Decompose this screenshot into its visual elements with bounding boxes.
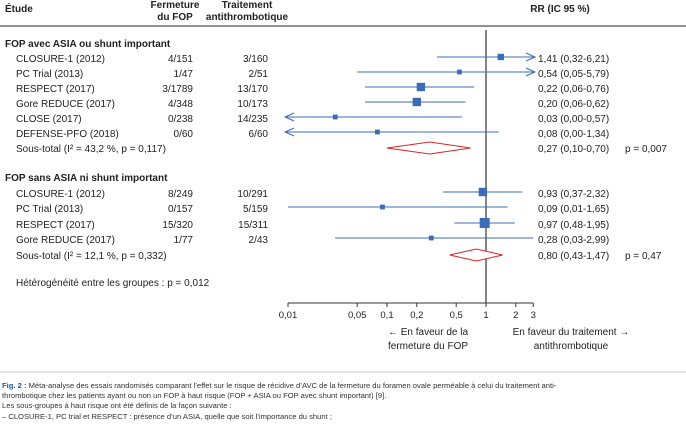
figure-caption: Fig. 2 : Méta-analyse des essais randomi… bbox=[2, 381, 686, 422]
study-name: DEFENSE-PFO (2018) bbox=[16, 129, 119, 140]
study-name: CLOSE (2017) bbox=[16, 114, 82, 125]
study-name: Gore REDUCE (2017) bbox=[16, 99, 115, 110]
caption-figure-label: Fig. 2 : bbox=[2, 381, 27, 390]
study-name: Gore REDUCE (2017) bbox=[16, 235, 115, 246]
study-treat: 14/235 bbox=[237, 114, 268, 125]
heterogeneity-text: Hétérogénéité entre les groupes : p = 0,… bbox=[16, 278, 210, 289]
subtotal-label: Sous-total (I² = 12,1 %, p = 0,332) bbox=[16, 251, 167, 262]
study-ci-text: 0,22 (0,06-0,76) bbox=[538, 84, 609, 95]
favor-right-2: antithrombotique bbox=[534, 341, 609, 352]
point-estimate bbox=[416, 82, 426, 92]
study-treat: 10/291 bbox=[237, 189, 268, 200]
point-estimate bbox=[375, 129, 380, 135]
point-estimate bbox=[412, 97, 422, 107]
x-tick-label: 3 bbox=[531, 310, 536, 321]
group-rows-1: CLOSURE-1 (2012) 4/151 3/160 1,41 (0,32-… bbox=[16, 54, 667, 155]
ci-arrow-right bbox=[525, 67, 537, 77]
subtotal-p-value: p = 0,47 bbox=[625, 251, 662, 262]
point-estimate bbox=[497, 53, 504, 61]
study-name: PC Trial (2013) bbox=[16, 204, 83, 215]
study-name: CLOSURE-1 (2012) bbox=[16, 189, 105, 200]
study-ci-text: 0,28 (0,03-2,99) bbox=[538, 235, 609, 246]
caption-line-3: Les sous-groupes à haut risque ont été d… bbox=[2, 401, 232, 411]
study-name: CLOSURE-1 (2012) bbox=[16, 54, 105, 65]
x-tick-label: 0,1 bbox=[380, 310, 393, 321]
ci-arrow-left bbox=[283, 127, 295, 137]
point-estimate bbox=[332, 114, 338, 120]
study-treat: 15/311 bbox=[238, 220, 268, 231]
favor-right-1: En faveur du traitement → bbox=[513, 327, 630, 338]
header-study: Étude bbox=[5, 2, 33, 15]
subtotal-diamond bbox=[386, 141, 471, 155]
point-estimate bbox=[478, 187, 488, 197]
study-treat: 13/170 bbox=[237, 84, 268, 95]
study-name: PC Trial (2013) bbox=[16, 69, 83, 80]
point-estimate bbox=[428, 235, 434, 241]
subtotal-ci-text: 0,27 (0,10-0,70) bbox=[538, 144, 609, 155]
study-treat: 2/43 bbox=[249, 235, 269, 246]
study-fop: 1/47 bbox=[174, 69, 194, 80]
ci-arrow-right bbox=[525, 52, 537, 62]
study-fop: 0/60 bbox=[174, 129, 194, 140]
study-treat: 5/159 bbox=[243, 204, 268, 215]
study-fop: 4/151 bbox=[168, 54, 193, 65]
plot-marks bbox=[283, 30, 537, 307]
subtotal-ci-text: 0,80 (0,43-1,47) bbox=[538, 251, 609, 262]
header-rr: RR (IC 95 %) bbox=[530, 4, 589, 15]
study-treat: 3/160 bbox=[243, 54, 268, 65]
x-tick-label: 2 bbox=[513, 310, 518, 321]
study-fop: 1/77 bbox=[174, 235, 194, 246]
caption-line-4: – CLOSURE-1, PC trial et RESPECT : prése… bbox=[2, 411, 332, 421]
x-tick-label: 0,05 bbox=[348, 310, 367, 321]
header-treatment-1: Traitement bbox=[222, 0, 273, 11]
header-fop-1: Fermeture bbox=[151, 0, 200, 11]
study-fop: 0/238 bbox=[168, 114, 193, 125]
study-ci-text: 0,97 (0,48-1,95) bbox=[538, 220, 609, 231]
study-ci-text: 0,20 (0,06-0,62) bbox=[538, 99, 609, 110]
point-estimate bbox=[380, 204, 385, 210]
study-name: RESPECT (2017) bbox=[16, 84, 95, 95]
caption-line-2: thrombotique chez les patients ayant ou … bbox=[2, 391, 387, 401]
caption-text-1: Méta-analyse des essais randomisés compa… bbox=[26, 381, 557, 390]
study-ci-text: 0,54 (0,05-5,79) bbox=[538, 69, 609, 80]
favor-left-2: fermeture du FOP bbox=[388, 341, 468, 352]
study-treat: 6/60 bbox=[249, 129, 269, 140]
point-estimate bbox=[479, 218, 490, 228]
subtotal-p-value: p = 0,007 bbox=[625, 144, 667, 155]
study-ci-text: 0,08 (0,00-1,34) bbox=[538, 129, 609, 140]
favor-left-1: ← En faveur de la bbox=[388, 327, 468, 338]
caption-line-1: Fig. 2 : Méta-analyse des essais randomi… bbox=[2, 381, 686, 391]
study-ci-text: 0,09 (0,01-1,65) bbox=[538, 204, 609, 215]
study-name: RESPECT (2017) bbox=[16, 220, 95, 231]
group-rows-2: CLOSURE-1 (2012) 8/249 10/291 0,93 (0,37… bbox=[16, 189, 662, 262]
group-title-2: FOP sans ASIA ni shunt important bbox=[5, 173, 168, 184]
forest-plot: Étude Fermeture du FOP Traitement antith… bbox=[0, 0, 686, 373]
study-ci-text: 1,41 (0,32-6,21) bbox=[538, 54, 609, 65]
x-tick-label: 0,01 bbox=[279, 310, 298, 321]
study-treat: 2/51 bbox=[249, 69, 269, 80]
subtotal-diamond bbox=[449, 248, 503, 262]
study-fop: 3/1789 bbox=[162, 84, 193, 95]
study-ci-text: 0,93 (0,37-2,32) bbox=[538, 189, 609, 200]
header-fop-2: du FOP bbox=[157, 12, 193, 23]
ci-arrow-left bbox=[283, 112, 295, 122]
group-title-1: FOP avec ASIA ou shunt important bbox=[5, 39, 171, 50]
x-tick-label: 1 bbox=[483, 310, 488, 321]
x-tick-label: 0,5 bbox=[450, 310, 463, 321]
study-fop: 4/348 bbox=[168, 99, 193, 110]
axis-tick-labels: 0,01 0,05 0,1 0,2 0,5 1 2 3 bbox=[279, 310, 536, 321]
point-estimate bbox=[457, 69, 462, 75]
study-fop: 0/157 bbox=[168, 204, 193, 215]
x-tick-label: 0,2 bbox=[410, 310, 423, 321]
study-ci-text: 0,03 (0,00-0,57) bbox=[538, 114, 609, 125]
study-treat: 10/173 bbox=[237, 99, 268, 110]
header-treatment-2: antithrombotique bbox=[206, 12, 289, 23]
study-fop: 15/320 bbox=[162, 220, 193, 231]
subtotal-label: Sous-total (I² = 43,2 %, p = 0,117) bbox=[16, 144, 166, 155]
study-fop: 8/249 bbox=[168, 189, 193, 200]
